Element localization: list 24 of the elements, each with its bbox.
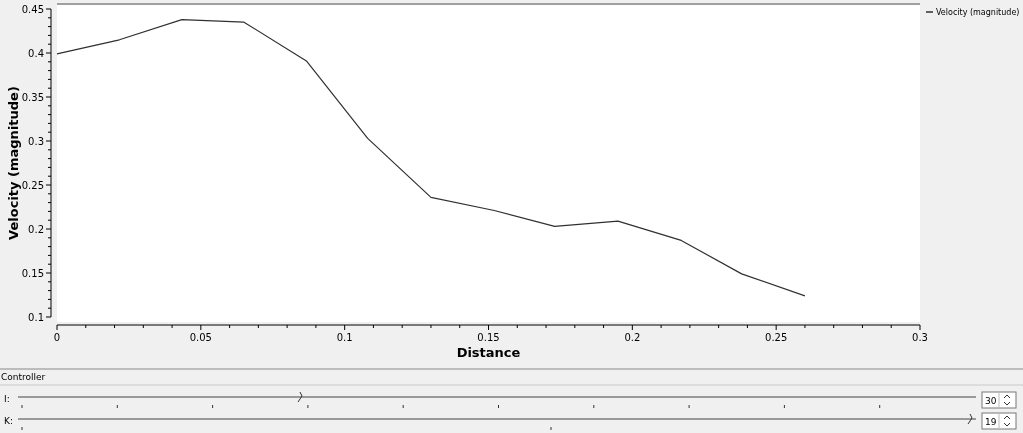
y-tick-label: 0.25 <box>21 179 44 191</box>
x-tick-label: 0.25 <box>765 332 788 343</box>
y-tick-label: 0.2 <box>28 223 44 235</box>
text: I: <box>4 394 10 404</box>
y-tick-label: 0.4 <box>28 47 44 59</box>
x-tick-label: 0.3 <box>912 332 928 343</box>
y-tick-label: 0.1 <box>28 311 44 323</box>
x-tick-label: 0.1 <box>336 332 353 343</box>
line-series <box>56 18 806 297</box>
text: K: <box>4 416 13 426</box>
number-field: 30 <box>981 391 1017 409</box>
y-tick-label: 0.15 <box>21 267 44 279</box>
y-tick-label: 0.45 <box>21 3 44 15</box>
y-tick-label: 0.3 <box>28 135 44 147</box>
y-axis-title: Velocity (magnitude) <box>6 86 21 240</box>
legend-label: Velocity (magnitude) <box>936 7 1020 17</box>
y-tick-label: 0.35 <box>21 91 44 103</box>
text: Controller <box>1 372 46 382</box>
x-tick-label: 0.05 <box>189 332 212 343</box>
x-tick-label: 0.2 <box>624 332 641 343</box>
x-axis-title: Distance <box>456 345 521 360</box>
x-tick-label: 0 <box>53 332 61 343</box>
x-tick-label: 0.15 <box>477 332 500 343</box>
number-field: 19 <box>981 412 1017 430</box>
